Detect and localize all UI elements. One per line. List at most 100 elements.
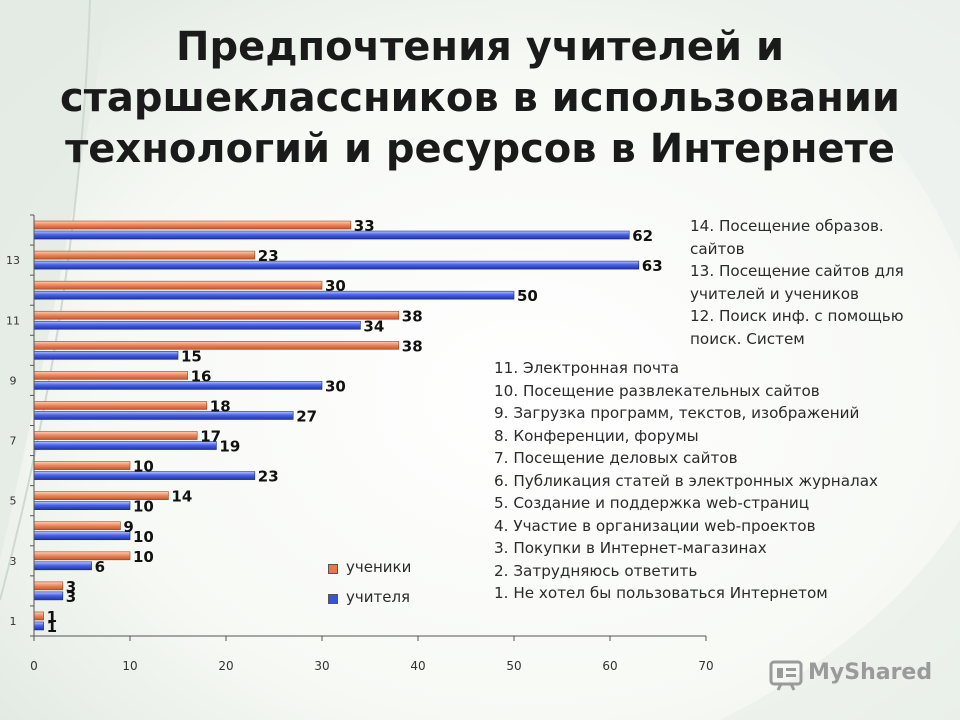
- bar-students-10: [33, 341, 400, 350]
- bar-value-label: 50: [517, 287, 538, 305]
- legend-line: учителей и учеников: [690, 284, 859, 303]
- bar-value-label: 23: [258, 468, 279, 486]
- legend-line: 14. Посещение образов.: [690, 217, 884, 235]
- bar-teachers-12: [33, 290, 515, 300]
- bar-teachers-2: [33, 591, 64, 601]
- bar-students-6: [33, 461, 131, 470]
- bar-teachers-9: [33, 381, 323, 390]
- x-tick-label: 70: [698, 659, 713, 673]
- legend-line: 13. Посещение сайтов для: [690, 262, 904, 280]
- bar-value-label: 18: [210, 397, 231, 415]
- x-tick-label: 60: [602, 659, 617, 673]
- bar-labels-group: 1133106910141010231719182716303815383430…: [47, 217, 663, 636]
- x-tick-label: 20: [218, 659, 233, 673]
- y-tick-label: 9: [10, 374, 17, 387]
- bar-teachers-1: [33, 621, 44, 631]
- legend-line: 9. Загрузка программ, текстов, изображен…: [494, 404, 860, 422]
- legend-line: 12. Поиск инф. с помощью: [690, 307, 904, 325]
- bar-teachers-5: [33, 501, 131, 510]
- x-tick-label: 30: [314, 659, 329, 673]
- bar-students-9: [33, 371, 188, 380]
- bar-value-label: 63: [642, 257, 663, 275]
- bars-group: [33, 220, 640, 631]
- legend-line: 3. Покупки в Интернет-магазинах: [494, 539, 767, 557]
- bar-students-3: [33, 551, 131, 561]
- bar-value-label: 9: [123, 518, 133, 536]
- y-tick-label: 11: [6, 314, 20, 327]
- bar-value-label: 3: [66, 578, 76, 596]
- bar-teachers-10: [33, 351, 179, 360]
- legend-line: 1. Не хотел бы пользоваться Интернетом: [494, 584, 828, 602]
- bar-students-4: [33, 521, 121, 531]
- legend-line: 4. Участие в организации web-проектов: [494, 516, 816, 535]
- teachers-swatch: [328, 594, 338, 604]
- bar-value-label: 23: [258, 247, 279, 265]
- bar-students-14: [33, 220, 352, 230]
- y-tick-label: 1: [10, 615, 17, 628]
- bar-value-label: 6: [95, 558, 105, 576]
- bar-value-label: 16: [191, 367, 212, 385]
- bar-value-label: 30: [325, 277, 346, 295]
- bar-students-8: [33, 401, 208, 410]
- legend-line: 2. Затрудняюсь ответить: [494, 561, 698, 580]
- series-legend-label: учителя: [346, 588, 411, 606]
- bar-value-label: 10: [133, 528, 154, 546]
- y-tick-label: 3: [10, 555, 17, 568]
- bar-value-label: 10: [133, 548, 154, 566]
- bar-value-label: 10: [133, 458, 154, 476]
- bar-students-11: [33, 310, 400, 320]
- legend-line: 5. Создание и поддержка web-страниц: [494, 494, 810, 512]
- bar-value-label: 62: [632, 227, 653, 245]
- bar-students-13: [33, 250, 256, 260]
- bar-value-label: 30: [325, 377, 346, 395]
- y-tick-label: 5: [10, 495, 17, 508]
- legend-line: сайтов: [690, 239, 745, 258]
- bar-value-label: 1: [47, 618, 57, 636]
- bar-students-7: [33, 431, 198, 440]
- bar-teachers-8: [33, 411, 294, 420]
- bar-teachers-14: [33, 230, 630, 240]
- legend-line: 6. Публикация статей в электронных журна…: [494, 471, 879, 490]
- bar-teachers-7: [33, 441, 217, 450]
- bar-teachers-11: [33, 320, 361, 330]
- bar-value-label: 33: [354, 217, 375, 235]
- bar-students-1: [33, 611, 44, 621]
- bar-value-label: 17: [200, 428, 221, 446]
- bar-value-label: 1: [47, 608, 57, 626]
- legend-line: 7. Посещение деловых сайтов: [494, 449, 738, 467]
- bar-value-label: 10: [133, 498, 154, 516]
- bar-value-label: 38: [402, 337, 423, 355]
- y-tick-label: 7: [10, 435, 17, 448]
- bar-teachers-13: [33, 260, 640, 270]
- series-legend-label: ученики: [346, 558, 412, 576]
- x-tick-label: 10: [122, 659, 137, 673]
- category-legend-lower: 11. Электронная почта 10. Посещение разв…: [494, 357, 878, 605]
- x-tick-label: 0: [30, 659, 38, 673]
- bar-value-label: 14: [171, 488, 192, 506]
- legend-line: 10. Посещение развлекательных сайтов: [494, 381, 820, 400]
- bar-teachers-3: [33, 561, 92, 571]
- presentation-icon: [769, 660, 803, 691]
- bar-value-label: 27: [296, 407, 317, 425]
- legend-line: поиск. Систем: [690, 329, 805, 348]
- bar-value-label: 3: [66, 588, 76, 606]
- watermark-text: MyShared: [808, 660, 933, 685]
- bar-value-label: 19: [219, 438, 240, 456]
- bar-value-label: 38: [402, 307, 423, 325]
- x-tick-label: 50: [506, 659, 521, 673]
- legend-line: 11. Электронная почта: [494, 359, 680, 377]
- y-tick-label: 13: [6, 254, 20, 267]
- slide-title: Предпочтения учителей и старшеклассников…: [60, 24, 900, 172]
- bar-students-12: [33, 280, 323, 290]
- bar-students-2: [33, 581, 64, 591]
- x-tick-label: 40: [410, 659, 425, 673]
- bar-value-label: 15: [181, 347, 202, 365]
- category-legend-upper: 14. Посещение образов. сайтов 13. Посеще…: [690, 215, 904, 350]
- bar-value-label: 34: [363, 317, 384, 335]
- legend-line: 8. Конференции, форумы: [494, 426, 699, 445]
- bar-teachers-4: [33, 531, 131, 541]
- students-swatch: [328, 564, 338, 574]
